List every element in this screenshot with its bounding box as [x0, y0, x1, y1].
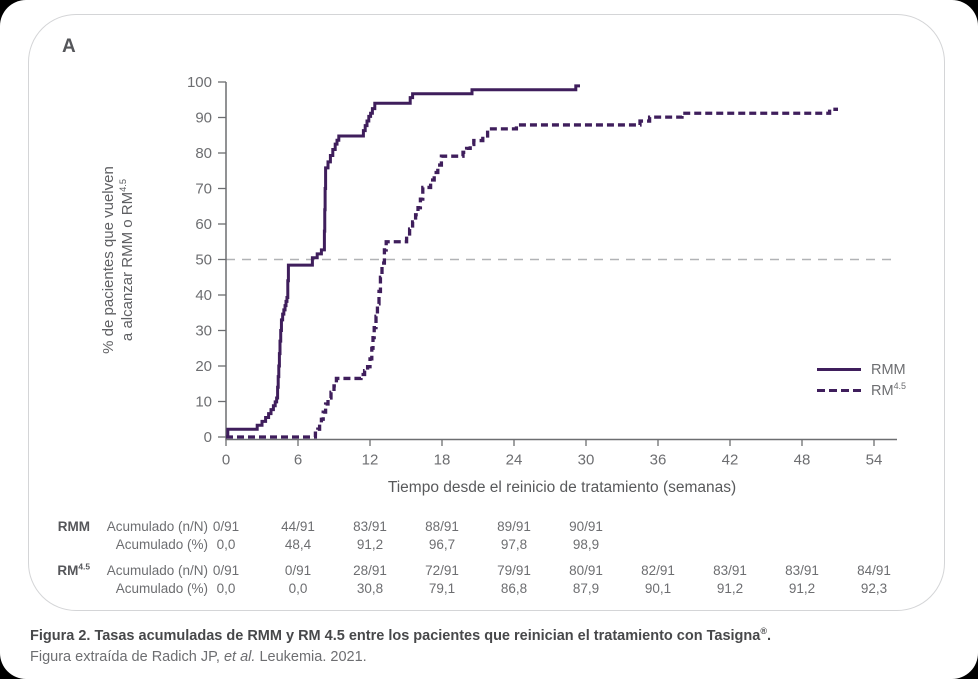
table-value: 83/91 — [785, 563, 819, 578]
row-metric-label: Acumulado (%) — [115, 537, 208, 552]
x-tick-label: 12 — [362, 452, 379, 469]
table-value: 91,2 — [356, 537, 384, 552]
legend: RMM RM4.5 — [817, 359, 906, 401]
x-tick-label: 30 — [578, 452, 595, 469]
table-value: 0/91 — [212, 519, 240, 534]
y-tick-label: 10 — [195, 394, 212, 411]
table-value: 87,9 — [572, 581, 600, 596]
table-value: 0,0 — [288, 581, 308, 596]
rmm-curve — [226, 84, 580, 439]
x-tick-label: 54 — [866, 452, 883, 469]
table-row: Acumulado (%) 0,0 0,0 30,8 79,1 86,8 87,9 90,1 9… — [0, 580, 978, 597]
legend-label-rm45: RM4.5 — [871, 380, 907, 399]
y-tick-label: 60 — [195, 216, 212, 233]
y-axis-title: % de pacientes que vuelven a alcanzar RM… — [94, 82, 142, 437]
figure-caption: Figura 2. Tasas acumuladas de RMM y RM 4… — [30, 626, 960, 667]
y-axis-title-line1: % de pacientes que vuelven — [100, 165, 118, 354]
table-value: 96,7 — [428, 537, 456, 552]
x-axis-title: Tiempo desde el reinicio de tratamiento … — [387, 479, 737, 496]
table-value: 83/91 — [353, 519, 387, 534]
rm45-curve — [226, 107, 838, 439]
x-tick-label: 0 — [222, 452, 230, 469]
y-tick-label: 30 — [195, 323, 212, 340]
table-value: 44/91 — [281, 519, 315, 534]
table-value: 90/91 — [569, 519, 603, 534]
table-value: 88/91 — [425, 519, 459, 534]
rm45-dashed-line-swatch — [817, 388, 861, 393]
legend-item-rmm: RMM — [817, 359, 906, 380]
row-metric-label: Acumulado (n/N) — [106, 519, 208, 534]
table-value: 48,4 — [284, 537, 312, 552]
table-value: 98,9 — [572, 537, 600, 552]
y-tick-label: 90 — [195, 110, 212, 127]
rmm-solid-line-swatch — [817, 368, 861, 371]
table-value: 28/91 — [353, 563, 387, 578]
table-value: 84/91 — [857, 563, 891, 578]
y-tick-label: 80 — [195, 145, 212, 162]
table-value: 0,0 — [216, 581, 236, 596]
table-row: RM4.5 Acumulado (n/N) 0/91 0/91 28/91 72/91 79… — [0, 562, 978, 579]
y-tick-label: 0 — [204, 429, 212, 446]
table-value: 97,8 — [500, 537, 528, 552]
table-row: Acumulado (%) 0,0 48,4 91,2 96,7 97,8 98,9 — [0, 536, 978, 553]
y-axis-title-line2: a alcanzar RMM o RM4.5 — [118, 178, 137, 341]
row-metric-label: Acumulado (%) — [115, 581, 208, 596]
x-tick-label: 42 — [722, 452, 739, 469]
figure-card-border — [28, 14, 945, 611]
legend-item-rm45: RM4.5 — [817, 380, 906, 401]
x-tick-label: 48 — [794, 452, 811, 469]
table-value: 91,2 — [716, 581, 744, 596]
x-tick-label: 24 — [506, 452, 523, 469]
table-value: 82/91 — [641, 563, 675, 578]
table-value: 72/91 — [425, 563, 459, 578]
caption-line2: Figura extraída de Radich JP, et al. Leu… — [30, 649, 367, 665]
row-group-label: RMM — [57, 519, 90, 534]
x-tick-label: 36 — [650, 452, 667, 469]
legend-label-rmm: RMM — [871, 361, 906, 378]
table-value: 0/91 — [212, 563, 240, 578]
table-value: 86,8 — [500, 581, 528, 596]
row-group-label: RM4.5 — [57, 561, 90, 578]
table-value: 0,0 — [216, 537, 236, 552]
table-value: 0/91 — [284, 563, 312, 578]
table-row: RMM Acumulado (n/N) 0/91 44/91 83/91 88/91 89/… — [0, 518, 978, 535]
table-value: 90,1 — [644, 581, 672, 596]
table-value: 89/91 — [497, 519, 531, 534]
y-tick-label: 20 — [195, 358, 212, 375]
table-value: 30,8 — [356, 581, 384, 596]
x-tick-label: 6 — [294, 452, 302, 469]
table-value: 91,2 — [788, 581, 816, 596]
table-value: 79,1 — [428, 581, 456, 596]
y-tick-label: 50 — [195, 252, 212, 269]
table-value: 92,3 — [860, 581, 888, 596]
row-metric-label: Acumulado (n/N) — [106, 563, 208, 578]
table-value: 83/91 — [713, 563, 747, 578]
y-tick-label: 100 — [187, 74, 212, 91]
axes-lines — [225, 82, 897, 441]
panel-label: A — [62, 36, 77, 57]
table-value: 79/91 — [497, 563, 531, 578]
table-value: 80/91 — [569, 563, 603, 578]
x-tick-label: 18 — [434, 452, 451, 469]
y-tick-label: 70 — [195, 181, 212, 198]
caption-line1: Figura 2. Tasas acumuladas de RMM y RM 4… — [30, 626, 771, 644]
y-tick-label: 40 — [195, 287, 212, 304]
